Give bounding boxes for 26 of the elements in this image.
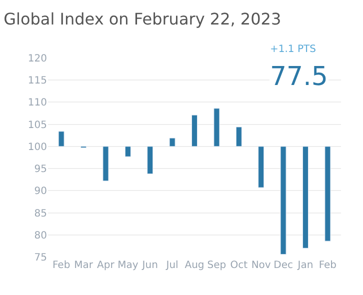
x-tick-label: Feb xyxy=(318,260,337,271)
x-tick-label: Mar xyxy=(74,260,94,271)
y-tick-label: 120 xyxy=(28,54,47,64)
y-tick-label: 80 xyxy=(34,230,47,242)
y-tick-label: 115 xyxy=(28,76,47,87)
x-tick-label: Feb xyxy=(52,260,70,271)
x-tick-label: Sep xyxy=(207,260,226,271)
x-tick-label: Jan xyxy=(296,260,314,271)
x-tick-label: Jul xyxy=(165,260,178,271)
text: +1.1 PTS xyxy=(270,44,316,55)
x-tick-label: Dec xyxy=(274,260,293,271)
x-tick-label: May xyxy=(118,260,138,271)
y-tick-label: 110 xyxy=(28,98,47,109)
annotation: 77.5 xyxy=(270,62,328,92)
y-tick-label: 105 xyxy=(28,120,47,131)
x-tick-label: Aug xyxy=(184,260,204,271)
x-tick-label: Apr xyxy=(97,260,116,271)
y-tick-label: 75 xyxy=(34,252,47,264)
y-tick-label: 85 xyxy=(34,208,47,220)
x-tick-label: Nov xyxy=(251,260,271,271)
chart-title: Global Index on February 22, 2023 xyxy=(4,9,282,28)
y-tick-label: 95 xyxy=(34,164,47,176)
x-tick-label: Oct xyxy=(230,260,248,271)
y-tick-label: 100 xyxy=(28,142,47,153)
x-tick-label: Jun xyxy=(141,260,158,271)
y-tick-label: 90 xyxy=(34,186,47,198)
